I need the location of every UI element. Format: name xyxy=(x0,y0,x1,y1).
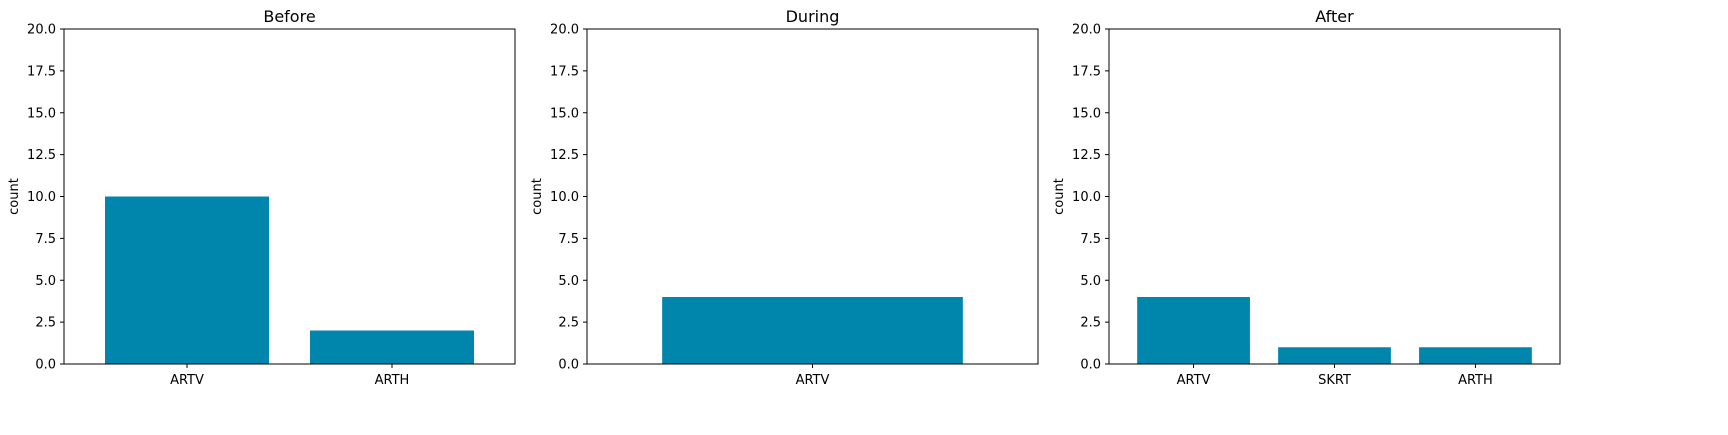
chart-panel-after: After count ARTV SKRT ARTH 0.0 2.5 5.0 7.5 10.0… xyxy=(1052,7,1561,388)
chart-title-after: After xyxy=(1315,7,1354,26)
y-axis-label-after: count xyxy=(1052,178,1067,215)
y-tick-label: 10.0 xyxy=(1072,190,1101,205)
axes-frame xyxy=(1108,28,1561,365)
y-tick-label: 12.5 xyxy=(1072,148,1101,163)
y-tick-label: 17.5 xyxy=(550,64,579,79)
y-tick-label: 0.0 xyxy=(1080,358,1101,373)
chart-title-before: Before xyxy=(263,7,315,26)
chart-panel-during: During count ARTV 0.0 2.5 5.0 7.5 10.0 12.5 15.… xyxy=(530,7,1039,388)
y-tick-label: 12.5 xyxy=(550,148,579,163)
bar-before-artv xyxy=(105,196,269,364)
y-tick-label: 10.0 xyxy=(550,190,579,205)
y-tick-label: 20.0 xyxy=(1072,23,1101,38)
y-tick-label: 5.0 xyxy=(1080,274,1101,289)
y-tick-label: 2.5 xyxy=(1080,316,1101,331)
y-tick-label: 20.0 xyxy=(27,23,56,38)
y-tick-label: 15.0 xyxy=(27,106,56,121)
y-tick-label: 0.0 xyxy=(558,358,579,373)
bar-after-arth xyxy=(1419,347,1532,364)
x-tick-label-skrt: SKRT xyxy=(1318,373,1351,388)
y-tick-label: 17.5 xyxy=(27,64,56,79)
axes-frame xyxy=(63,28,516,365)
y-tick-label: 0.0 xyxy=(35,358,56,373)
x-tick-label-arth: ARTH xyxy=(1458,373,1493,388)
axes-frame xyxy=(586,28,1039,365)
bar-during-artv xyxy=(662,297,963,364)
y-tick-label: 7.5 xyxy=(558,232,579,247)
y-tick-label: 2.5 xyxy=(35,316,56,331)
y-tick-label: 5.0 xyxy=(558,274,579,289)
chart-panel-before: Before count ARTV ARTH 0.0 2.5 5.0 7.5 10.0 12.… xyxy=(7,7,516,388)
x-tick-label-artv: ARTV xyxy=(796,373,830,388)
y-tick-label: 12.5 xyxy=(27,148,56,163)
x-tick-label-arth: ARTH xyxy=(375,373,410,388)
y-tick-label: 7.5 xyxy=(35,232,56,247)
y-tick-label: 15.0 xyxy=(550,106,579,121)
y-axis-label-before: count xyxy=(7,178,22,215)
y-tick-label: 2.5 xyxy=(558,316,579,331)
y-tick-label: 17.5 xyxy=(1072,64,1101,79)
chart-title-during: During xyxy=(786,7,840,26)
y-tick-label: 5.0 xyxy=(35,274,56,289)
bar-before-arth xyxy=(310,330,474,364)
y-tick-label: 15.0 xyxy=(1072,106,1101,121)
bar-after-skrt xyxy=(1278,347,1391,364)
y-tick-label: 10.0 xyxy=(27,190,56,205)
y-axis-label-during: count xyxy=(530,178,545,215)
x-tick-label-artv: ARTV xyxy=(1177,373,1211,388)
y-tick-label: 20.0 xyxy=(550,23,579,38)
bar-after-artv xyxy=(1137,297,1250,364)
x-tick-label-artv: ARTV xyxy=(170,373,204,388)
y-tick-label: 7.5 xyxy=(1080,232,1101,247)
